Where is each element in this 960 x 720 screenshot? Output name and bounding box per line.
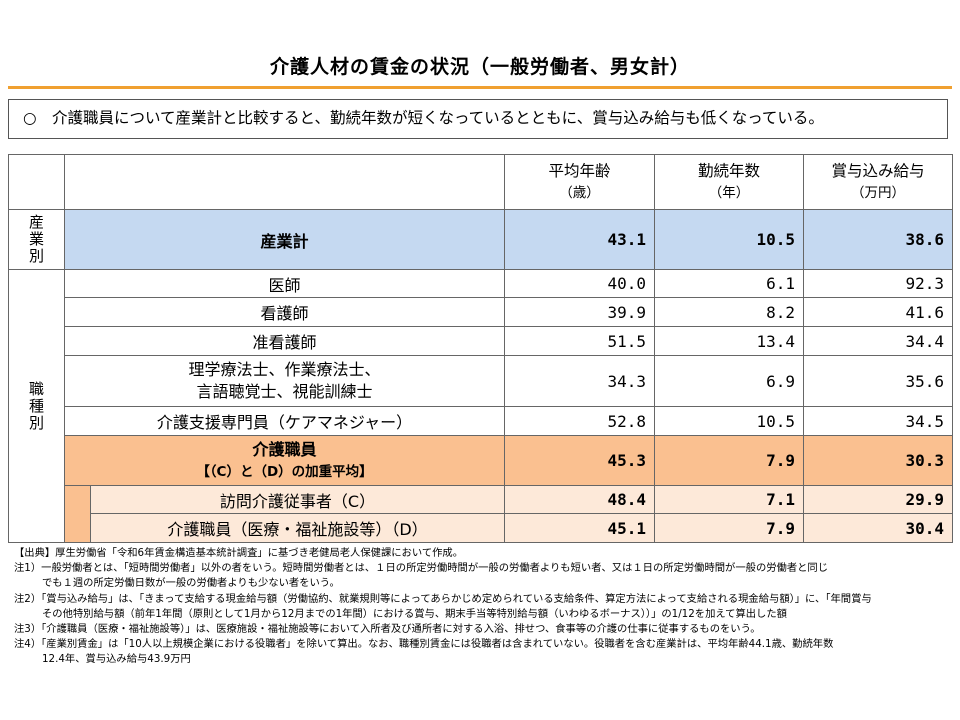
tenure-value: 13.4 — [654, 326, 804, 356]
header-tenure: 勤続年数 （年） — [654, 154, 804, 210]
care-worker-indent — [64, 485, 91, 543]
tenure-value: 7.9 — [654, 513, 804, 543]
table-row-nurse: 看護師 39.9 8.2 41.6 — [9, 297, 953, 327]
age-value: 48.4 — [504, 485, 655, 514]
age-value: 51.5 — [504, 326, 655, 356]
header-pay-label: 賞与込み給与 — [831, 162, 925, 180]
header-age-unit: （歳） — [559, 185, 600, 201]
row-label: 産業計 — [64, 209, 505, 270]
table-row-therapist: 理学療法士、作業療法士、 言語聴覚士、視能訓練士 34.3 6.9 35.6 — [9, 355, 953, 407]
table-row-doctor: 職種別 医師 40.0 6.1 92.3 — [8, 269, 953, 543]
pay-value: 29.9 — [803, 485, 953, 514]
row-label-line2: 言語聴覚士、視能訓練士 — [196, 382, 373, 401]
source-note: 【出典】厚生労働省「令和6年賃金構造基本統計調査」に基づき老健局老人保健課におい… — [14, 547, 464, 559]
category-industry: 産業別 — [8, 209, 65, 270]
row-label: 医師 — [64, 269, 505, 298]
note-4-cont: 12.4年、賞与込み給与43.9万円 — [42, 653, 191, 666]
header-age: 平均年齢 （歳） — [504, 154, 655, 210]
table-row-facility-care: 介護職員（医療・福祉施設等）（D） 45.1 7.9 30.4 — [9, 513, 953, 543]
age-value: 52.8 — [504, 406, 655, 436]
pay-value: 41.6 — [803, 297, 953, 327]
row-label-line2: 【（C）と（D）の加重平均】 — [196, 463, 373, 480]
tenure-value: 6.1 — [654, 269, 804, 298]
row-label: 介護職員 【（C）と（D）の加重平均】 — [64, 435, 505, 486]
tenure-value: 8.2 — [654, 297, 804, 327]
tenure-value: 6.9 — [654, 355, 804, 407]
age-value: 39.9 — [504, 297, 655, 327]
header-pay-unit: （万円） — [851, 185, 905, 201]
tenure-value: 7.1 — [654, 485, 804, 514]
tenure-value: 10.5 — [654, 406, 804, 436]
age-value: 45.3 — [504, 435, 655, 486]
pay-value: 35.6 — [803, 355, 953, 407]
age-value: 34.3 — [504, 355, 655, 407]
header-empty-cat — [8, 154, 65, 210]
title-underline — [8, 86, 952, 89]
page-title: 介護人材の賃金の状況（一般労働者、男女計） — [269, 56, 690, 78]
table-row-care-worker: 介護職員 【（C）と（D）の加重平均】 45.3 7.9 30.3 — [8, 435, 953, 486]
row-label: 訪問介護従事者（C） — [90, 485, 505, 514]
header-tenure-label: 勤続年数 — [697, 162, 760, 180]
pay-value: 30.4 — [803, 513, 953, 543]
note-2: 注2）「賞与込み給与」は、「きまって支給する現金給与額（労働協約、就業規則等によ… — [14, 592, 872, 605]
note-4: 注4）「産業別賃金」は「10人以上規模企業における役職者」を除いて算出。なお、職… — [14, 638, 834, 651]
footnotes: 【出典】厚生労働省「令和6年賃金構造基本統計調査」に基づき老健局老人保健課におい… — [14, 546, 954, 668]
row-label: 介護職員（医療・福祉施設等）（D） — [90, 513, 505, 543]
tenure-value: 10.5 — [654, 209, 804, 270]
pay-value: 92.3 — [803, 269, 953, 298]
header-empty-label — [64, 154, 505, 210]
table-row-care-manager: 介護支援専門員（ケアマネジャー） 52.8 10.5 34.5 — [9, 406, 953, 436]
table-row-assoc-nurse: 准看護師 51.5 13.4 34.4 — [9, 326, 953, 356]
table-row-home-care: 訪問介護従事者（C） 48.4 7.1 29.9 — [9, 485, 953, 543]
header-age-label: 平均年齢 — [548, 162, 611, 180]
category-occupation: 職種別 — [8, 269, 65, 543]
age-value: 45.1 — [504, 513, 655, 543]
category-occupation-label: 職種別 — [28, 379, 44, 432]
note-2-cont: その他特別給与額（前年1年間（原則として1月から12月までの1年間）における賞与… — [42, 607, 787, 620]
header-pay: 賞与込み給与 （万円） — [803, 154, 953, 210]
header-row: 平均年齢 （歳） 勤続年数 （年） 賞与込み給与 （万円） — [8, 154, 953, 210]
row-label: 准看護師 — [64, 326, 505, 356]
pay-value: 38.6 — [803, 209, 953, 270]
row-label: 理学療法士、作業療法士、 言語聴覚士、視能訓練士 — [64, 355, 505, 407]
age-value: 40.0 — [504, 269, 655, 298]
note-1-cont: でも１週の所定労働日数が一般の労働者よりも少ない者をいう。 — [42, 577, 340, 590]
table-row-industry-total: 産業別 産業計 43.1 10.5 38.6 — [8, 209, 953, 270]
note-1: 注1）一般労働者とは、「短時間労働者」以外の者をいう。短時間労働者とは、１日の所… — [14, 562, 829, 575]
row-label: 看護師 — [64, 297, 505, 327]
pay-value: 30.3 — [803, 435, 953, 486]
tenure-value: 7.9 — [654, 435, 804, 486]
summary-box: ○ 介護職員について産業計と比較すると、勤続年数が短くなっているとともに、賞与込… — [8, 99, 948, 139]
age-value: 43.1 — [504, 209, 655, 270]
row-label-line1: 理学療法士、作業療法士、 — [188, 360, 381, 379]
row-label: 介護支援専門員（ケアマネジャー） — [64, 406, 505, 436]
row-label-line1: 介護職員 — [252, 439, 317, 459]
pay-value: 34.4 — [803, 326, 953, 356]
pay-value: 34.5 — [803, 406, 953, 436]
header-tenure-unit: （年） — [708, 185, 750, 201]
wage-table: 平均年齢 （歳） 勤続年数 （年） 賞与込み給与 （万円） 産業別 産業計 43… — [8, 154, 953, 543]
note-3: 注3）「介護職員（医療・福祉施設等）」は、医療施設・福祉施設等において入所者及び… — [14, 623, 761, 636]
category-industry-label: 産業別 — [28, 213, 44, 265]
